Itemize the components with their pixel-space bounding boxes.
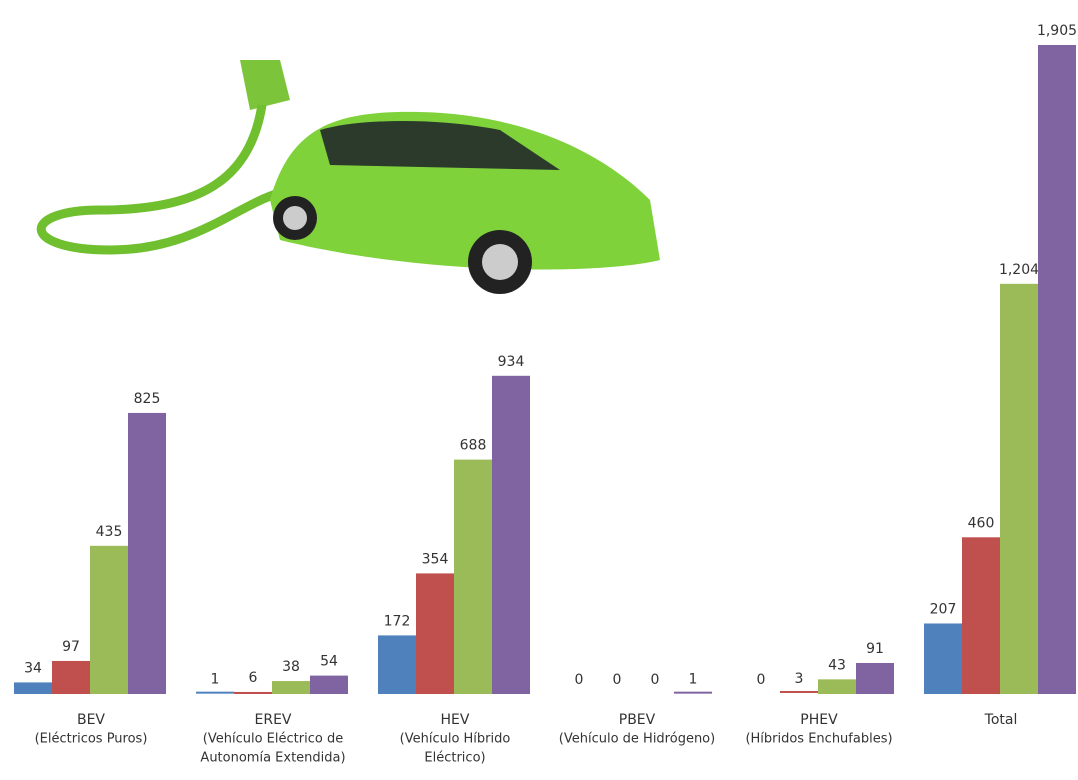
data-label: 97 [62, 639, 80, 655]
x-tick-label: Autonomía Extendida) [200, 751, 345, 766]
bar [128, 413, 166, 694]
x-tick-label: Eléctrico) [424, 751, 485, 766]
x-tick-label: (Eléctricos Puros) [35, 732, 148, 747]
data-label: 38 [282, 659, 300, 675]
bar [272, 681, 310, 694]
bar [52, 661, 90, 694]
data-label: 6 [249, 670, 258, 686]
bar [454, 460, 492, 694]
data-label: 3 [795, 671, 804, 687]
x-tick-label: (Vehículo de Hidrógeno) [559, 732, 715, 747]
data-label: 460 [968, 515, 995, 531]
data-label: 354 [422, 551, 449, 567]
data-label: 1 [211, 672, 220, 688]
bar [856, 663, 894, 694]
data-label: 43 [828, 657, 846, 673]
bar [378, 635, 416, 694]
x-tick-label: (Híbridos Enchufables) [745, 732, 892, 747]
bar [196, 692, 234, 694]
x-tick-label: PHEV [800, 712, 838, 728]
data-label: 688 [460, 438, 487, 454]
bar [780, 691, 818, 693]
data-label: 34 [24, 660, 42, 676]
x-tick-label: EREV [255, 712, 292, 728]
x-tick-label: HEV [441, 712, 470, 728]
data-label: 54 [320, 654, 338, 670]
data-label: 934 [498, 354, 525, 370]
bar [14, 682, 52, 694]
x-tick-label: (Vehículo Híbrido [400, 732, 511, 747]
x-tick-label: Total [984, 712, 1018, 728]
data-label: 0 [651, 672, 660, 688]
data-label: 1,204 [999, 262, 1039, 278]
x-tick-label: PBEV [619, 712, 656, 728]
data-label: 172 [384, 613, 411, 629]
chart: BEV (Eléctricos Puros) 34 97 435 825 EREV (Vehí… [0, 0, 1078, 776]
data-label: 1,905 [1037, 23, 1077, 39]
data-label: 0 [757, 672, 766, 688]
bar [416, 573, 454, 694]
x-tick-label: (Vehículo Eléctrico de [203, 732, 343, 747]
bar [674, 692, 712, 694]
bar [962, 537, 1000, 694]
bar [234, 692, 272, 694]
data-label: 207 [930, 601, 957, 617]
car-illustration [41, 60, 660, 294]
bar [924, 623, 962, 694]
x-tick-label: BEV [77, 712, 105, 728]
data-label: 1 [689, 672, 698, 688]
bar [818, 679, 856, 694]
bar [310, 676, 348, 694]
data-label: 435 [96, 524, 123, 540]
data-label: 91 [866, 641, 884, 657]
bar [1038, 45, 1076, 694]
bar [90, 546, 128, 694]
data-label: 825 [134, 391, 161, 407]
bar [492, 376, 530, 694]
bar [1000, 284, 1038, 694]
data-label: 0 [575, 672, 584, 688]
data-label: 0 [613, 672, 622, 688]
